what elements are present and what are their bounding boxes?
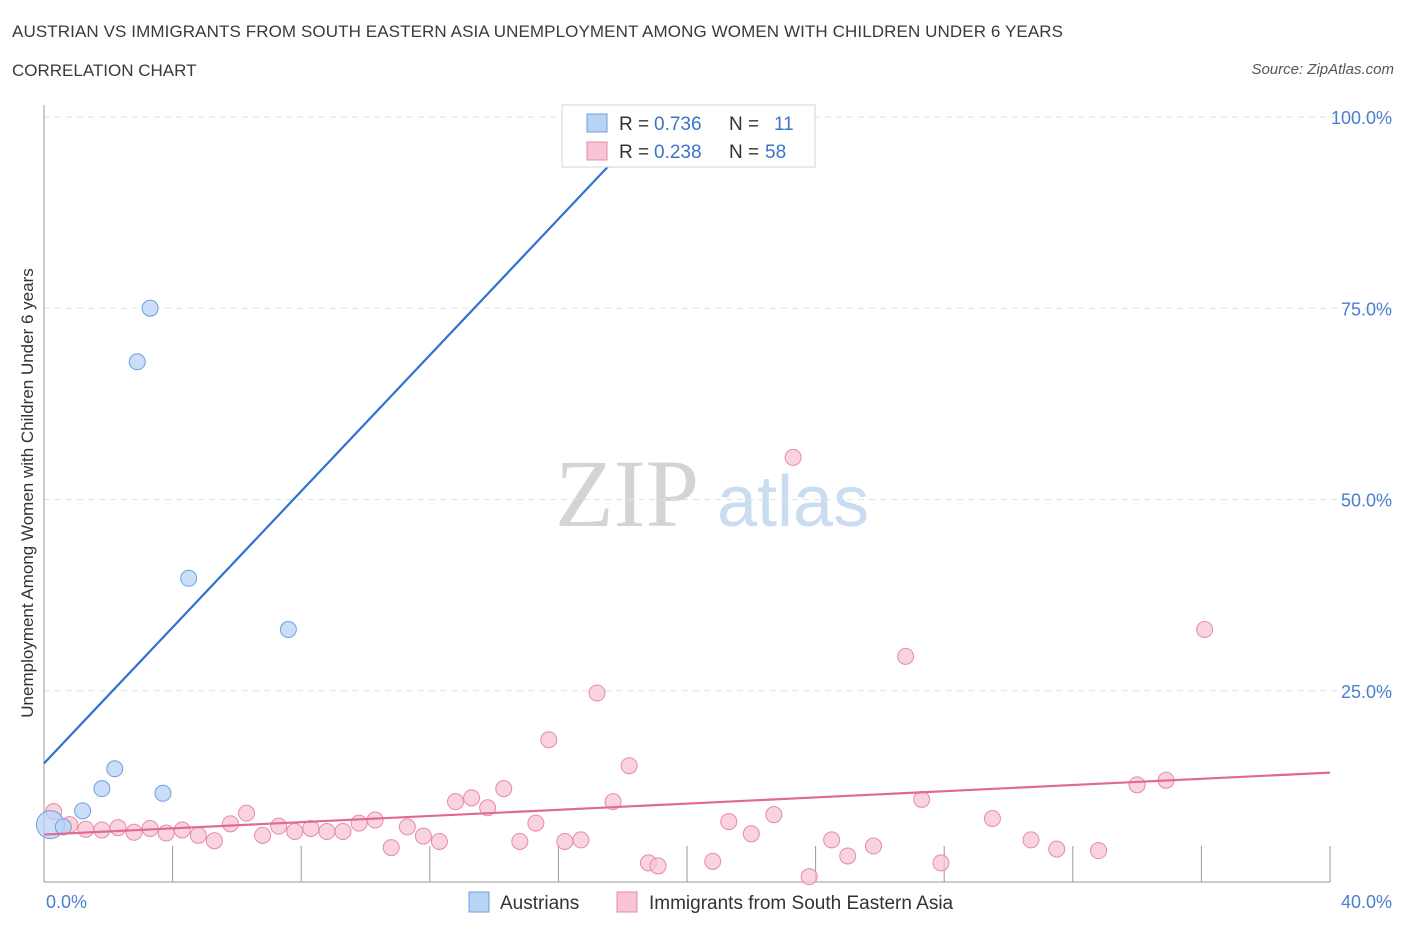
immigrants-point xyxy=(588,684,606,702)
series-austrians-points xyxy=(35,299,297,840)
immigrants-n-label: N = xyxy=(729,142,759,163)
legend-austrians-label: Austrians xyxy=(500,893,579,914)
austrians-n-label: N = xyxy=(729,114,759,135)
chart-subtitle: CORRELATION CHART xyxy=(12,61,197,80)
immigrants-point xyxy=(125,823,143,841)
austrians-trend-line xyxy=(43,116,656,765)
immigrants-point xyxy=(1090,842,1108,860)
series-legend: Austrians Immigrants from South Eastern … xyxy=(468,891,954,914)
immigrants-point xyxy=(983,810,1001,828)
immigrants-point xyxy=(572,831,590,849)
immigrants-point xyxy=(93,821,111,839)
immigrants-point xyxy=(463,789,481,807)
austrians-point xyxy=(128,353,146,371)
y-tick-label: 50.0% xyxy=(1341,491,1392,511)
austrians-point xyxy=(54,818,72,836)
austrians-point xyxy=(180,569,198,587)
immigrants-swatch xyxy=(586,141,608,161)
immigrants-point xyxy=(765,806,783,824)
immigrants-r-label: R = xyxy=(619,142,649,163)
immigrants-point xyxy=(398,818,416,836)
austrians-r-value: 0.736 xyxy=(654,114,702,135)
immigrants-point xyxy=(205,832,223,850)
immigrants-point xyxy=(414,827,432,845)
x-tick-label-min: 0.0% xyxy=(46,892,87,912)
immigrants-point xyxy=(511,832,529,850)
immigrants-point xyxy=(540,731,558,749)
immigrants-point xyxy=(527,814,545,832)
legend-immigrants-label: Immigrants from South Eastern Asia xyxy=(649,893,954,914)
immigrants-trend-line xyxy=(43,771,1331,836)
immigrants-point xyxy=(430,832,448,850)
immigrants-point xyxy=(784,448,802,466)
immigrants-point xyxy=(334,823,352,841)
austrians-point xyxy=(93,780,111,798)
austrians-point xyxy=(279,621,297,639)
immigrants-point xyxy=(286,823,304,841)
watermark-zip: ZIP xyxy=(555,440,699,547)
immigrants-point xyxy=(254,826,272,844)
immigrants-point xyxy=(221,815,239,833)
immigrants-point xyxy=(800,868,818,886)
immigrants-point xyxy=(864,837,882,855)
y-tick-label: 100.0% xyxy=(1331,108,1392,128)
immigrants-point xyxy=(720,813,738,831)
immigrants-point xyxy=(270,817,288,835)
austrians-swatch xyxy=(586,113,608,133)
immigrants-point xyxy=(649,857,667,875)
immigrants-point xyxy=(1128,776,1146,794)
legend-austrians-swatch xyxy=(468,891,490,913)
austrians-point xyxy=(106,760,124,778)
immigrants-point xyxy=(913,790,931,808)
immigrants-point xyxy=(366,811,384,829)
austrians-r-label: R = xyxy=(619,114,649,135)
immigrants-point xyxy=(823,831,841,849)
austrians-point xyxy=(74,802,92,820)
trend-lines xyxy=(43,116,1331,836)
stats-legend: R = 0.736 N = 11 R = 0.238 N = 58 xyxy=(561,104,816,168)
immigrants-point xyxy=(495,780,513,798)
immigrants-point xyxy=(1196,621,1214,639)
immigrants-point xyxy=(302,819,320,837)
immigrants-point xyxy=(604,793,622,811)
immigrants-point xyxy=(742,825,760,843)
chart-title: AUSTRIAN VS IMMIGRANTS FROM SOUTH EASTER… xyxy=(12,22,1064,41)
legend-immigrants-swatch xyxy=(616,891,638,913)
immigrants-point xyxy=(704,852,722,870)
gridlines xyxy=(44,116,1392,692)
y-tick-label: 25.0% xyxy=(1341,682,1392,702)
immigrants-point xyxy=(109,819,127,837)
immigrants-point xyxy=(189,826,207,844)
immigrants-point xyxy=(1022,831,1040,849)
immigrants-point xyxy=(620,757,638,775)
austrians-point xyxy=(141,299,159,317)
immigrants-point xyxy=(238,804,256,822)
immigrants-point xyxy=(447,793,465,811)
immigrants-r-value: 0.238 xyxy=(654,142,702,163)
immigrants-n-value: 58 xyxy=(765,142,786,163)
y-tick-label: 75.0% xyxy=(1341,299,1392,319)
y-tick-labels: 25.0% 50.0% 75.0% 100.0% xyxy=(1331,108,1392,702)
immigrants-point xyxy=(173,821,191,839)
immigrants-point xyxy=(479,799,497,817)
immigrants-point xyxy=(1048,840,1066,858)
immigrants-point xyxy=(77,820,95,838)
immigrants-point xyxy=(318,823,336,841)
x-ticks xyxy=(172,846,1331,882)
immigrants-point xyxy=(897,647,915,665)
immigrants-point xyxy=(932,854,950,872)
x-tick-label-max: 40.0% xyxy=(1341,892,1392,912)
watermark: ZIP atlas xyxy=(555,440,869,547)
austrians-point xyxy=(154,784,172,802)
immigrants-point xyxy=(382,839,400,857)
immigrants-point xyxy=(350,814,368,832)
austrians-n-value: 11 xyxy=(774,114,794,135)
watermark-atlas: atlas xyxy=(717,462,869,542)
immigrants-point xyxy=(556,832,574,850)
immigrants-point xyxy=(839,847,857,865)
source-credit: Source: ZipAtlas.com xyxy=(1251,61,1394,78)
y-axis-label: Unemployment Among Women with Children U… xyxy=(18,268,37,717)
